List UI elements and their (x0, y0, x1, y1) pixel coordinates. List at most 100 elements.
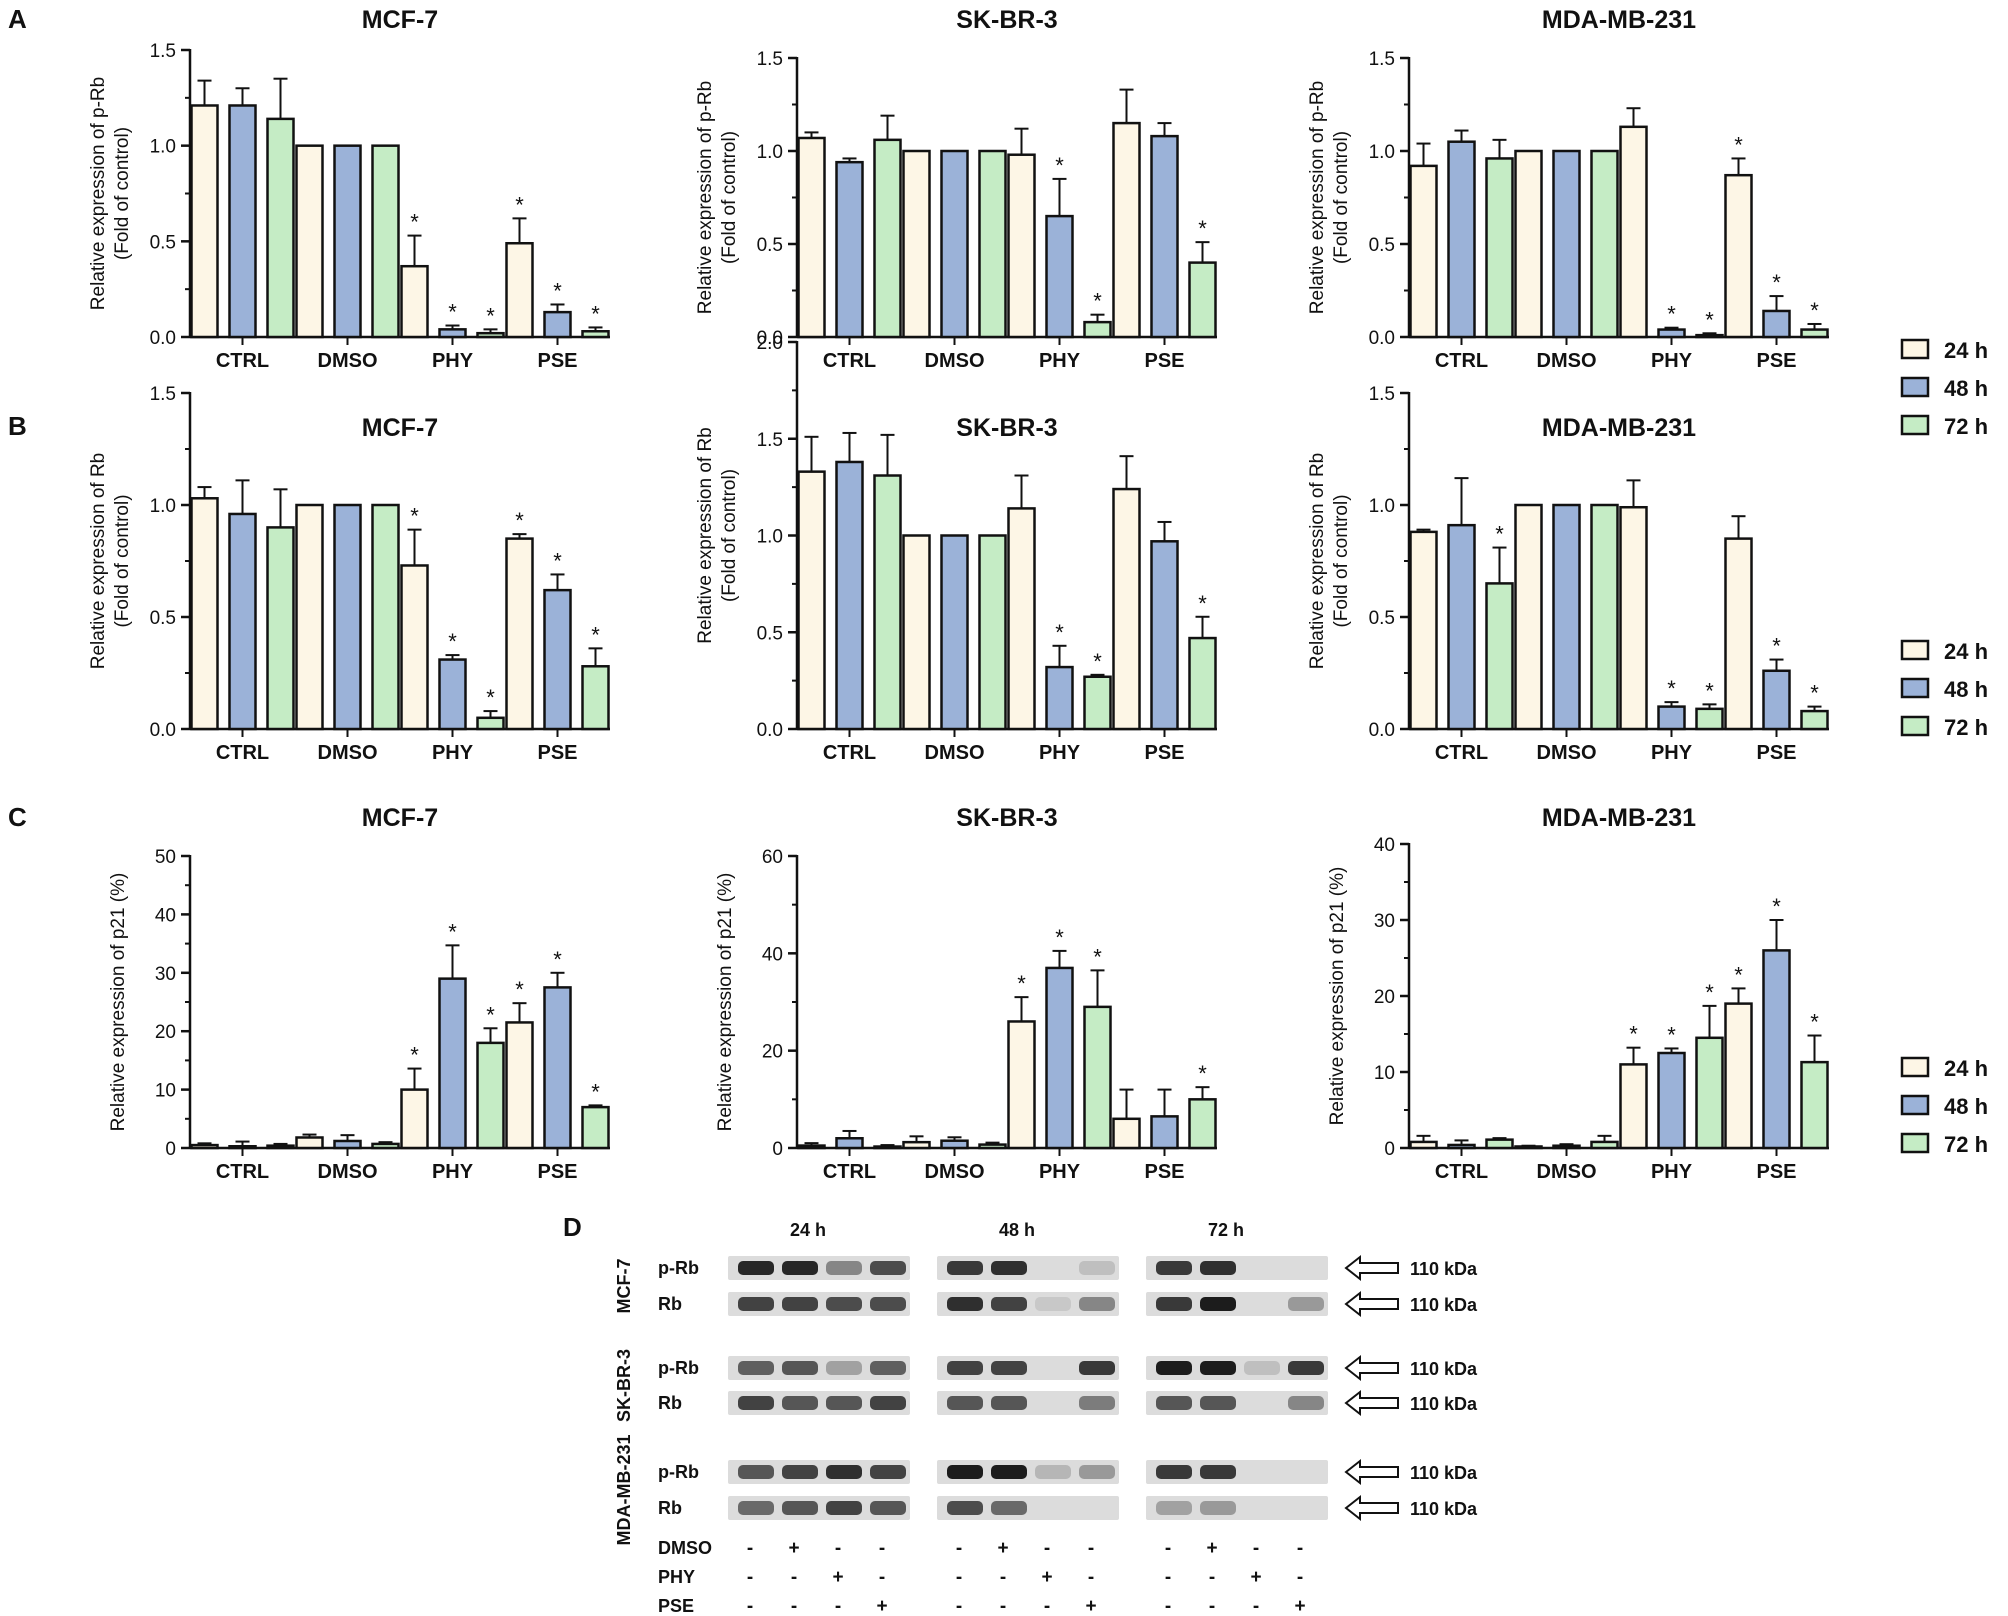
y-tick-label: 0.5 (757, 623, 783, 644)
legend-label: 72 h (1944, 414, 1988, 439)
blot-time-label: 24 h (790, 1220, 826, 1240)
y-axis-label: Relative expression of p21 (%) (715, 873, 736, 1132)
treatment-sign: - (879, 1538, 885, 1559)
x-category-label: DMSO (925, 350, 985, 372)
significance-star: * (1772, 270, 1781, 295)
legend-swatch (1900, 1094, 1930, 1116)
blot-strip (728, 1256, 910, 1280)
bar-48h (940, 149, 969, 339)
blot-band (991, 1465, 1027, 1479)
significance-star: * (553, 278, 562, 303)
x-category-label: PSE (1144, 350, 1184, 372)
bar-48h (835, 160, 864, 339)
panel-letter-b: B (8, 411, 27, 441)
legend-swatch (1900, 376, 1930, 398)
chart-b-mcf-7: MCF-7 0.0 0.5 1.0 1.5 Relative expression of … (88, 384, 610, 764)
significance-star: * (1667, 676, 1676, 701)
significance-star: * (486, 303, 495, 328)
bar-48h (1552, 503, 1581, 731)
bar-48h (438, 658, 467, 731)
blot-strip (728, 1356, 910, 1380)
chart-c-sk-br-3: SK-BR-3 0 20 40 60 Relative expression of p21… (715, 804, 1217, 1183)
blot-band (1200, 1261, 1236, 1275)
chart-title: MDA-MB-231 (1542, 414, 1696, 442)
blot-cell-line-label: MDA-MB-231 (614, 1434, 634, 1545)
y-tick-label: 0.5 (1369, 235, 1395, 256)
y-axis-label: (Fold of control) (719, 131, 740, 264)
y-tick-label: 0 (772, 1139, 783, 1160)
y-tick-label: 40 (1374, 835, 1395, 856)
size-marker-label: 110 kDa (1410, 1463, 1478, 1483)
y-tick-label: 10 (155, 1081, 176, 1102)
x-category-label: DMSO (1537, 742, 1597, 764)
bar-24h (1007, 153, 1036, 339)
bar-24h (295, 144, 324, 339)
legend-swatch (1900, 338, 1930, 360)
y-tick-label: 0.0 (757, 720, 783, 741)
blot-strip (728, 1391, 910, 1415)
y-axis-label: Relative expression of p21 (%) (1327, 867, 1348, 1126)
significance-star: * (1705, 678, 1714, 703)
bar-24h (400, 264, 429, 339)
bar-72h (1695, 707, 1724, 731)
bar-48h (1150, 1115, 1179, 1150)
bar-72h (873, 138, 902, 339)
legend: 24 h 48 h 72 h (1900, 338, 1988, 439)
y-tick-label: 50 (155, 847, 176, 868)
blot-protein-label: Rb (658, 1393, 682, 1413)
legend-label: 72 h (1944, 715, 1988, 740)
bar-48h (228, 512, 257, 731)
treatment-sign: + (788, 1538, 799, 1559)
y-axis-label: (Fold of control) (112, 127, 133, 260)
bar-48h (1150, 134, 1179, 339)
bar-24h (902, 1140, 931, 1150)
treatment-sign: - (1088, 1567, 1094, 1588)
significance-star: * (410, 1043, 419, 1068)
bar-72h (1188, 636, 1217, 731)
blot-band (870, 1396, 906, 1410)
bar-72h (581, 330, 610, 339)
bar-24h (400, 1088, 429, 1150)
treatment-sign: - (879, 1567, 885, 1588)
blot-band (738, 1501, 774, 1515)
y-tick-label: 0 (165, 1139, 176, 1160)
treatment-sign: + (997, 1538, 1008, 1559)
chart-a-mcf-7: MCF-7 0.0 0.5 1.0 1.5 Relative expression of … (88, 6, 610, 372)
blot-band (1156, 1501, 1192, 1515)
size-marker-label: 110 kDa (1410, 1499, 1478, 1519)
bar-72h (1800, 1060, 1829, 1150)
y-tick-label: 0.5 (1369, 608, 1395, 629)
blot-band (782, 1297, 818, 1311)
blot-band (947, 1465, 983, 1479)
blot-band (1035, 1297, 1071, 1311)
x-category-label: CTRL (823, 350, 876, 372)
significance-star: * (1734, 132, 1743, 157)
y-axis-label: Relative expression of p-Rb (695, 81, 716, 314)
blot-band (1288, 1361, 1324, 1375)
treatment-sign: + (1250, 1567, 1261, 1588)
y-tick-label: 1.0 (1369, 496, 1395, 517)
blot-band (870, 1297, 906, 1311)
significance-star: * (448, 300, 457, 325)
bar-48h (1552, 1144, 1581, 1150)
bar-72h (1800, 328, 1829, 339)
bar-48h (1762, 669, 1791, 731)
y-tick-label: 20 (155, 1022, 176, 1043)
bar-72h (581, 665, 610, 731)
y-tick-label: 1.5 (1369, 384, 1395, 405)
western-blot: 24 h 48 h 72 h MCF-7 SK-BR-3 MDA-MB-231 p-Rb 11… (614, 1220, 1478, 1616)
significance-star: * (448, 919, 457, 944)
blot-band (947, 1501, 983, 1515)
treatment-sign: - (747, 1596, 753, 1616)
chart-title: MCF-7 (362, 414, 438, 442)
bar-24h (1619, 1063, 1648, 1150)
treatment-sign: - (1088, 1538, 1094, 1559)
legend-label: 24 h (1944, 639, 1988, 664)
legend-swatch (1900, 1056, 1930, 1078)
bar-72h (1188, 261, 1217, 339)
blot-band (1200, 1361, 1236, 1375)
y-tick-label: 20 (1374, 987, 1395, 1008)
treatment-sign: - (747, 1567, 753, 1588)
blot-band (826, 1465, 862, 1479)
blot-band (1200, 1501, 1236, 1515)
